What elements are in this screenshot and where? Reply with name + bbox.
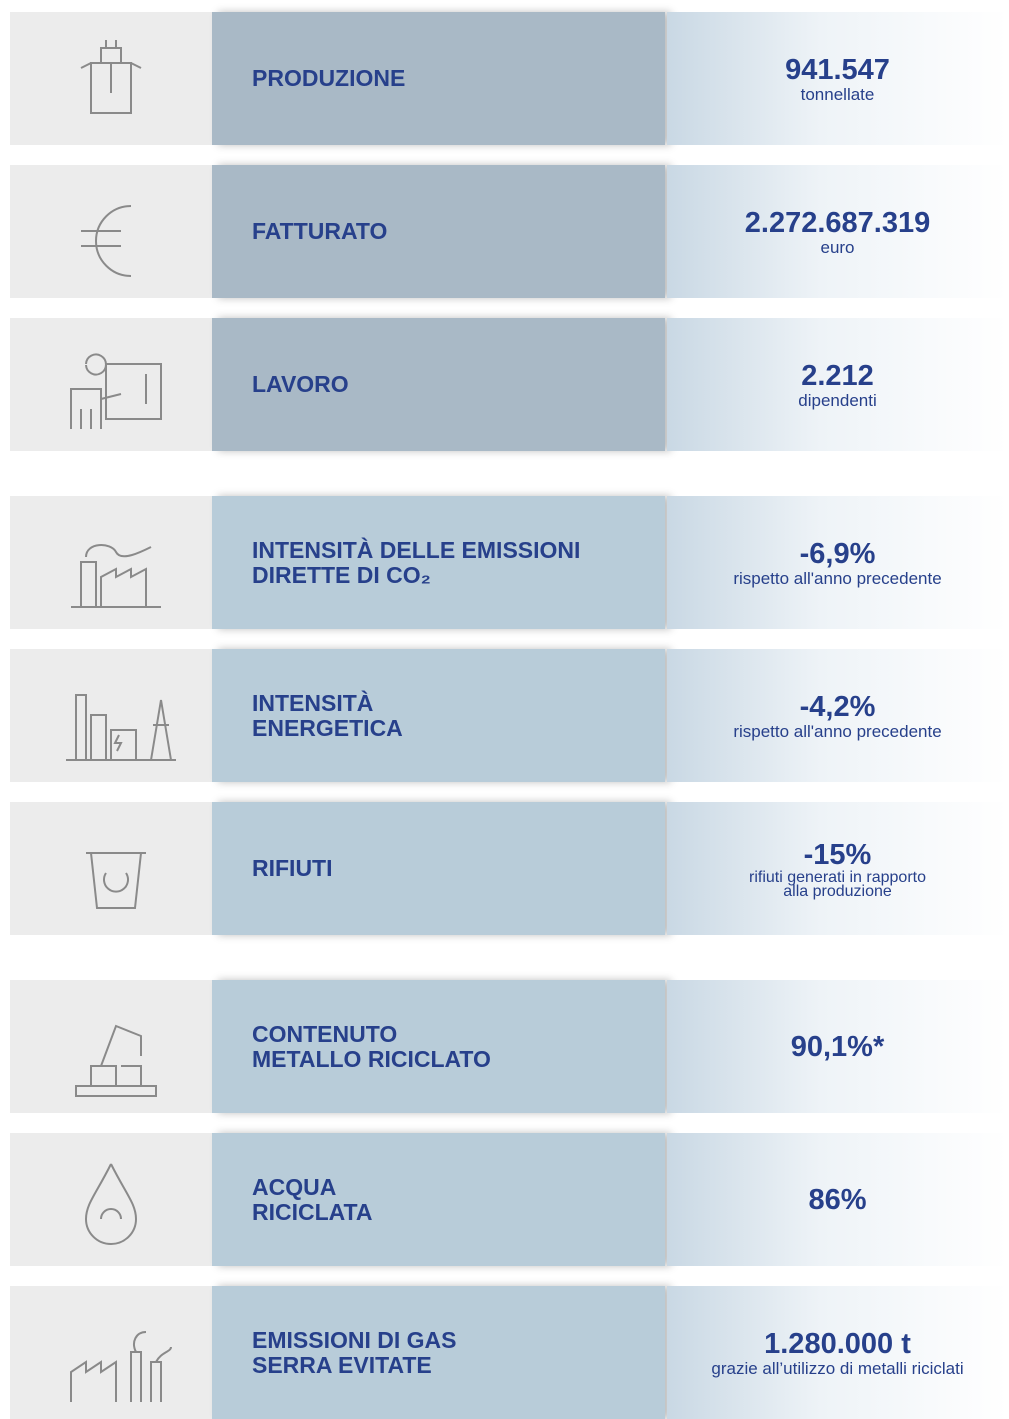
value-cell: -15% rifiuti generati in rapporto alla pro… xyxy=(667,802,1008,935)
icon-cell xyxy=(10,802,212,935)
stat-row: EMISSIONI DI GAS SERRA EVITATE 1.280.000 t… xyxy=(10,1286,1008,1419)
label: DIRETTE DI CO₂ xyxy=(252,561,431,588)
label: ACQUA xyxy=(252,1173,337,1200)
label-cell: CONTENUTO METALLO RICICLATO xyxy=(212,980,665,1113)
icon xyxy=(84,1163,138,1245)
label: RICICLATA xyxy=(252,1198,373,1225)
icon xyxy=(75,1024,157,1097)
unit: grazie all’utilizzo di metalli riciclati xyxy=(711,1359,964,1378)
label-cell: EMISSIONI DI GAS SERRA EVITATE xyxy=(212,1286,665,1419)
stat-row: LAVORO 2.212 dipendenti xyxy=(10,318,1008,451)
icon-cell xyxy=(10,649,212,782)
label-cell: LAVORO xyxy=(212,318,665,451)
label: INTENSITÀ xyxy=(252,689,374,716)
icon-cell xyxy=(10,496,212,629)
label: METALLO RICICLATO xyxy=(252,1045,491,1072)
icon-cell xyxy=(10,980,212,1113)
value: -6,9% xyxy=(799,538,876,570)
unit: tonnellate xyxy=(800,85,875,104)
value: 2.272.687.319 xyxy=(744,207,931,239)
label-cell: PRODUZIONE xyxy=(212,12,665,145)
value-cell: 2.212 dipendenti xyxy=(667,318,1008,451)
unit: rispetto all'anno precedente xyxy=(733,722,942,741)
label-cell: INTENSITÀ DELLE EMISSIONI DIRETTE DI CO₂ xyxy=(212,496,665,629)
value-cell: 86% xyxy=(667,1133,1008,1266)
stat-row: INTENSITÀ ENERGETICA -4,2% rispetto all'ann… xyxy=(10,649,1008,782)
label: FATTURATO xyxy=(252,218,388,244)
icon xyxy=(70,353,162,429)
label: EMISSIONI DI GAS xyxy=(252,1326,457,1353)
icon-cell xyxy=(10,1286,212,1419)
label-cell: FATTURATO xyxy=(212,165,665,298)
value: -15% xyxy=(803,838,872,871)
icon xyxy=(86,852,146,909)
label: RIFIUTI xyxy=(252,855,333,881)
icon xyxy=(81,205,132,277)
unit: euro xyxy=(820,238,855,257)
label-cell: INTENSITÀ ENERGETICA xyxy=(212,649,665,782)
label: PRODUZIONE xyxy=(252,65,406,91)
icon xyxy=(70,1331,172,1402)
value-cell: 2.272.687.319 euro xyxy=(667,165,1008,298)
unit: alla produzione xyxy=(783,882,892,900)
label: ENERGETICA xyxy=(252,714,403,741)
icon-cell xyxy=(10,12,212,145)
icon xyxy=(66,694,176,761)
stat-row: ACQUA RICICLATA 86% xyxy=(10,1133,1008,1266)
label: CONTENUTO xyxy=(252,1020,398,1047)
label: LAVORO xyxy=(252,371,349,397)
value: 1.280.000 t xyxy=(764,1328,911,1360)
value: 941.547 xyxy=(785,54,890,86)
value-cell: -6,9% rispetto all'anno precedente xyxy=(667,496,1008,629)
stat-row: PRODUZIONE 941.547 tonnellate xyxy=(10,12,1008,145)
value-cell: 941.547 tonnellate xyxy=(667,12,1008,145)
value: 2.212 xyxy=(801,360,874,392)
stat-row: FATTURATO 2.272.687.319 euro xyxy=(10,165,1008,298)
label: SERRA EVITATE xyxy=(252,1351,432,1378)
stat-row: CONTENUTO METALLO RICICLATO 90,1%* xyxy=(10,980,1008,1113)
value: 90,1%* xyxy=(790,1030,885,1063)
stat-row: RIFIUTI -15% rifiuti generati in rapporto a… xyxy=(10,802,1008,935)
stat-row: INTENSITÀ DELLE EMISSIONI DIRETTE DI CO₂ -… xyxy=(10,496,1008,629)
label-cell: ACQUA RICICLATA xyxy=(212,1133,665,1266)
icon xyxy=(80,40,142,114)
label-cell: RIFIUTI xyxy=(212,802,665,935)
icon xyxy=(71,544,161,608)
icon-cell xyxy=(10,165,212,298)
value: 86% xyxy=(808,1183,867,1216)
unit: dipendenti xyxy=(798,391,877,410)
value: -4,2% xyxy=(799,691,876,723)
unit: rifiuti generati in rapporto xyxy=(749,868,926,886)
label: INTENSITÀ DELLE EMISSIONI xyxy=(252,536,581,563)
icon-cell xyxy=(10,318,212,451)
icon-cell xyxy=(10,1133,212,1266)
value-cell: 90,1%* xyxy=(667,980,1008,1113)
value-cell: 1.280.000 t grazie all’utilizzo di metall… xyxy=(667,1286,1008,1419)
unit: rispetto all'anno precedente xyxy=(733,569,942,588)
value-cell: -4,2% rispetto all'anno precedente xyxy=(667,649,1008,782)
